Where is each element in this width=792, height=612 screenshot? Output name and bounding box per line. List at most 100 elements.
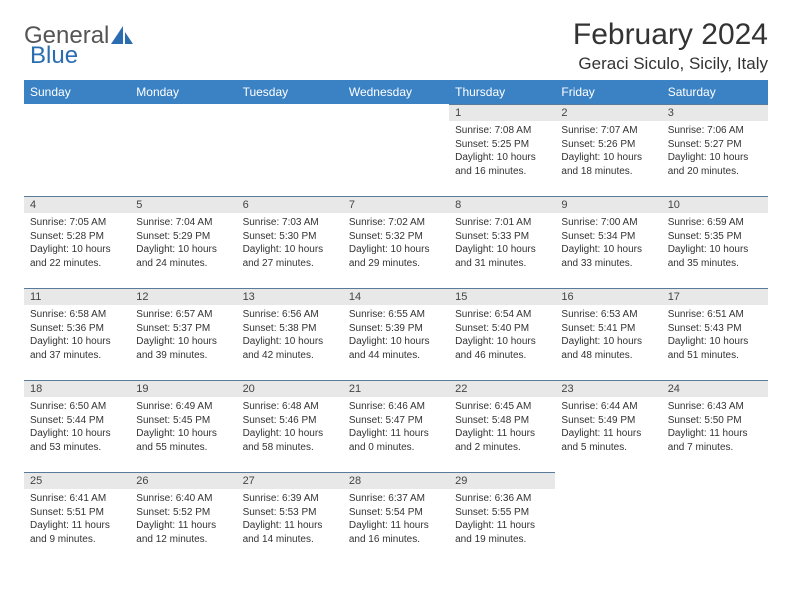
sunset-line: Sunset: 5:28 PM (30, 230, 124, 244)
weekday-header: Tuesday (237, 80, 343, 104)
day-number: 6 (237, 196, 343, 213)
calendar-body: 1Sunrise: 7:08 AMSunset: 5:25 PMDaylight… (24, 104, 768, 564)
day-details: Sunrise: 6:46 AMSunset: 5:47 PMDaylight:… (343, 397, 449, 458)
day-cell: 12Sunrise: 6:57 AMSunset: 5:37 PMDayligh… (130, 288, 236, 380)
day-cell: 11Sunrise: 6:58 AMSunset: 5:36 PMDayligh… (24, 288, 130, 380)
sunrise-line: Sunrise: 6:54 AM (455, 308, 549, 322)
daylight-line: Daylight: 10 hours and 51 minutes. (668, 335, 762, 362)
day-cell: 1Sunrise: 7:08 AMSunset: 5:25 PMDaylight… (449, 104, 555, 196)
day-cell: 25Sunrise: 6:41 AMSunset: 5:51 PMDayligh… (24, 472, 130, 564)
sunset-line: Sunset: 5:45 PM (136, 414, 230, 428)
sunset-line: Sunset: 5:25 PM (455, 138, 549, 152)
day-cell: 8Sunrise: 7:01 AMSunset: 5:33 PMDaylight… (449, 196, 555, 288)
day-cell: 20Sunrise: 6:48 AMSunset: 5:46 PMDayligh… (237, 380, 343, 472)
daylight-line: Daylight: 10 hours and 24 minutes. (136, 243, 230, 270)
sunrise-line: Sunrise: 6:49 AM (136, 400, 230, 414)
daylight-line: Daylight: 10 hours and 53 minutes. (30, 427, 124, 454)
daylight-line: Daylight: 10 hours and 55 minutes. (136, 427, 230, 454)
day-cell: 15Sunrise: 6:54 AMSunset: 5:40 PMDayligh… (449, 288, 555, 380)
day-details: Sunrise: 7:02 AMSunset: 5:32 PMDaylight:… (343, 213, 449, 274)
day-number: 16 (555, 288, 661, 305)
sunrise-line: Sunrise: 6:55 AM (349, 308, 443, 322)
sunrise-line: Sunrise: 7:05 AM (30, 216, 124, 230)
day-details: Sunrise: 6:58 AMSunset: 5:36 PMDaylight:… (24, 305, 130, 366)
day-details: Sunrise: 7:07 AMSunset: 5:26 PMDaylight:… (555, 121, 661, 182)
sunrise-line: Sunrise: 6:41 AM (30, 492, 124, 506)
day-details: Sunrise: 6:39 AMSunset: 5:53 PMDaylight:… (237, 489, 343, 550)
day-cell: 3Sunrise: 7:06 AMSunset: 5:27 PMDaylight… (662, 104, 768, 196)
day-number: 19 (130, 380, 236, 397)
weekday-header: Thursday (449, 80, 555, 104)
sunrise-line: Sunrise: 6:45 AM (455, 400, 549, 414)
day-number: 26 (130, 472, 236, 489)
day-details: Sunrise: 6:51 AMSunset: 5:43 PMDaylight:… (662, 305, 768, 366)
sunset-line: Sunset: 5:53 PM (243, 506, 337, 520)
brand-part2: Blue (30, 42, 78, 70)
day-number: 12 (130, 288, 236, 305)
day-cell: 7Sunrise: 7:02 AMSunset: 5:32 PMDaylight… (343, 196, 449, 288)
day-number: 7 (343, 196, 449, 213)
calendar-row: 11Sunrise: 6:58 AMSunset: 5:36 PMDayligh… (24, 288, 768, 380)
daylight-line: Daylight: 10 hours and 37 minutes. (30, 335, 124, 362)
sunset-line: Sunset: 5:27 PM (668, 138, 762, 152)
day-cell: 19 Sunrise: 6:49 AMSunset: 5:45 PMDayligh… (130, 380, 236, 472)
daylight-line: Daylight: 10 hours and 20 minutes. (668, 151, 762, 178)
sunrise-line: Sunrise: 7:01 AM (455, 216, 549, 230)
calendar-row: 18Sunrise: 6:50 AMSunset: 5:44 PMDayligh… (24, 380, 768, 472)
day-details: Sunrise: 7:04 AMSunset: 5:29 PMDaylight:… (130, 213, 236, 274)
daylight-line: Daylight: 10 hours and 33 minutes. (561, 243, 655, 270)
sunset-line: Sunset: 5:36 PM (30, 322, 124, 336)
sunrise-line: Sunrise: 7:02 AM (349, 216, 443, 230)
daylight-line: Daylight: 11 hours and 0 minutes. (349, 427, 443, 454)
day-number: 27 (237, 472, 343, 489)
sunset-line: Sunset: 5:43 PM (668, 322, 762, 336)
day-cell: 13Sunrise: 6:56 AMSunset: 5:38 PMDayligh… (237, 288, 343, 380)
sunset-line: Sunset: 5:30 PM (243, 230, 337, 244)
day-number: 10 (662, 196, 768, 213)
sunset-line: Sunset: 5:38 PM (243, 322, 337, 336)
day-cell: 21Sunrise: 6:46 AMSunset: 5:47 PMDayligh… (343, 380, 449, 472)
weekday-header: Friday (555, 80, 661, 104)
day-details: Sunrise: 6:59 AMSunset: 5:35 PMDaylight:… (662, 213, 768, 274)
sunrise-line: Sunrise: 6:53 AM (561, 308, 655, 322)
weekday-header-row: SundayMondayTuesdayWednesdayThursdayFrid… (24, 80, 768, 104)
day-number: 4 (24, 196, 130, 213)
sunrise-line: Sunrise: 6:39 AM (243, 492, 337, 506)
day-details: Sunrise: 6:41 AMSunset: 5:51 PMDaylight:… (24, 489, 130, 550)
daylight-line: Daylight: 11 hours and 12 minutes. (136, 519, 230, 546)
day-details: Sunrise: 7:06 AMSunset: 5:27 PMDaylight:… (662, 121, 768, 182)
sunset-line: Sunset: 5:34 PM (561, 230, 655, 244)
empty-cell (555, 472, 661, 564)
day-details: Sunrise: 6:56 AMSunset: 5:38 PMDaylight:… (237, 305, 343, 366)
sunrise-line: Sunrise: 6:44 AM (561, 400, 655, 414)
day-number: 17 (662, 288, 768, 305)
day-cell: 4Sunrise: 7:05 AMSunset: 5:28 PMDaylight… (24, 196, 130, 288)
day-number: 9 (555, 196, 661, 213)
empty-cell (24, 104, 130, 196)
daylight-line: Daylight: 10 hours and 18 minutes. (561, 151, 655, 178)
location-text: Geraci Siculo, Sicily, Italy (573, 54, 768, 74)
sunrise-line: Sunrise: 6:43 AM (668, 400, 762, 414)
day-details: Sunrise: 6:50 AMSunset: 5:44 PMDaylight:… (24, 397, 130, 458)
day-number: 8 (449, 196, 555, 213)
day-number: 29 (449, 472, 555, 489)
day-cell: 26Sunrise: 6:40 AMSunset: 5:52 PMDayligh… (130, 472, 236, 564)
weekday-header: Wednesday (343, 80, 449, 104)
daylight-line: Daylight: 10 hours and 48 minutes. (561, 335, 655, 362)
sunrise-line: Sunrise: 6:37 AM (349, 492, 443, 506)
daylight-line: Daylight: 10 hours and 58 minutes. (243, 427, 337, 454)
daylight-line: Daylight: 11 hours and 19 minutes. (455, 519, 549, 546)
sunrise-line: Sunrise: 6:46 AM (349, 400, 443, 414)
day-details: Sunrise: 7:01 AMSunset: 5:33 PMDaylight:… (449, 213, 555, 274)
sunset-line: Sunset: 5:41 PM (561, 322, 655, 336)
sunrise-line: Sunrise: 6:40 AM (136, 492, 230, 506)
empty-cell (130, 104, 236, 196)
day-number: 13 (237, 288, 343, 305)
day-number: 25 (24, 472, 130, 489)
sunset-line: Sunset: 5:37 PM (136, 322, 230, 336)
day-number: 11 (24, 288, 130, 305)
day-number: 20 (237, 380, 343, 397)
day-number: 21 (343, 380, 449, 397)
day-details: Sunrise: 6:44 AMSunset: 5:49 PMDaylight:… (555, 397, 661, 458)
day-cell: 22Sunrise: 6:45 AMSunset: 5:48 PMDayligh… (449, 380, 555, 472)
